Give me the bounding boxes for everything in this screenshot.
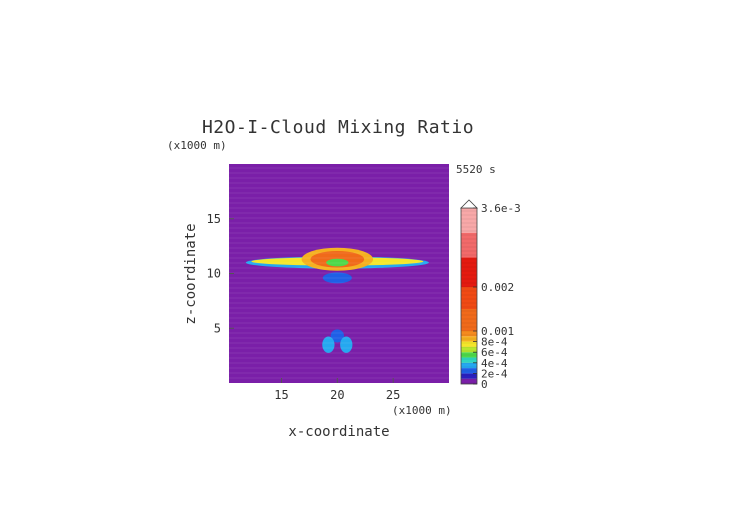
colorbar-tick-label: 8e-4 — [481, 336, 508, 349]
colorbar-band — [461, 309, 477, 331]
colorbar-band — [461, 373, 477, 379]
colorbar-band — [461, 331, 477, 337]
colorbar-tick-label: 3.6e-3 — [481, 202, 521, 215]
colorbar-band — [461, 341, 477, 347]
cloud-feature-low-blob-right — [340, 336, 353, 353]
colorbar-tick-label: 0 — [481, 378, 488, 391]
colorbar-tick-label: 0.002 — [481, 281, 514, 294]
colorbar-tick-label: 6e-4 — [481, 346, 508, 359]
y-tick-label: 5 — [214, 321, 221, 335]
cloud-feature-low-blob-top — [330, 329, 345, 343]
time-label: 5520 s — [456, 163, 496, 176]
plot-scanlines — [229, 167, 449, 379]
colorbar-band — [461, 208, 477, 233]
x-tick-label: 15 — [274, 388, 288, 402]
cloud-field — [245, 247, 429, 353]
y-axis: 5 10 15 — [207, 212, 234, 335]
colorbar-band — [461, 357, 477, 363]
x-axis: 15 20 25 — [274, 378, 400, 402]
y-tick-label: 15 — [207, 212, 221, 226]
plot-area — [229, 164, 449, 383]
y-unit-label: (x1000 m) — [167, 139, 227, 152]
colorbar-band — [461, 346, 477, 353]
y-tick-label: 10 — [207, 267, 221, 281]
colorbar-tick-label: 0.001 — [481, 325, 514, 338]
x-unit-label: (x1000 m) — [392, 404, 452, 417]
colorbar: 02e-44e-46e-48e-40.001 0.002 3.6e-3 — [460, 199, 521, 391]
y-axis-label: z-coordinate — [183, 223, 199, 324]
colorbar-band — [461, 368, 477, 374]
x-tick-label: 25 — [386, 388, 400, 402]
colorbar-band — [461, 287, 477, 309]
colorbar-band — [461, 257, 477, 287]
chart-title: H2O-I-Cloud Mixing Ratio — [202, 117, 474, 138]
colorbar-tick-label: 4e-4 — [481, 357, 508, 370]
x-tick-label: 20 — [330, 388, 344, 402]
x-axis-label: x-coordinate — [288, 424, 389, 440]
cloud-feature-core-inner — [326, 258, 349, 267]
colorbar-band — [461, 362, 477, 369]
colorbar-band — [461, 378, 477, 384]
colorbar-band — [461, 352, 477, 358]
colorbar-tick-label: 2e-4 — [481, 367, 508, 380]
colorbar-band — [461, 232, 477, 258]
cloud-feature-lower-arc — [322, 272, 352, 284]
colorbar-band — [461, 336, 477, 342]
colorbar-overflow-arrow — [460, 199, 478, 209]
cloud-feature-low-blob-left — [322, 336, 335, 353]
